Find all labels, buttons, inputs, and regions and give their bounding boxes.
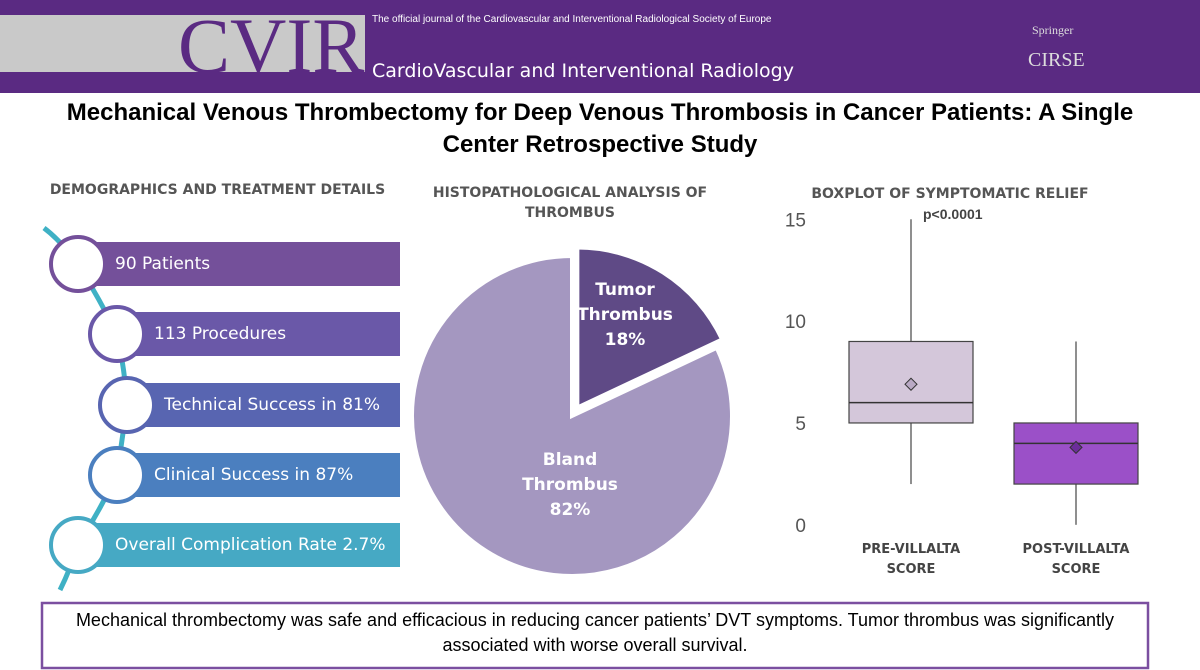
pie-label: Tumor Thrombus 18% <box>570 278 680 353</box>
section-title: HISTOPATHOLOGICAL ANALYSIS OF THROMBUS <box>432 185 708 221</box>
mean-marker <box>1069 440 1083 455</box>
society: CIRSE <box>1028 49 1085 71</box>
item-bar <box>127 383 400 427</box>
section-title: DEMOGRAPHICS AND TREATMENT DETAILS <box>49 182 386 198</box>
journal-name: CardioVascular and Interventional Radiol… <box>372 60 794 82</box>
y-tick-label: 15 <box>785 210 806 231</box>
y-tick-label: 5 <box>795 414 806 435</box>
item-bar <box>117 312 400 356</box>
pie-value-label: 18% <box>604 330 646 350</box>
conclusion-box <box>40 601 1150 670</box>
item-bar <box>117 453 400 497</box>
item-label: 113 Procedures <box>154 324 287 344</box>
demographics-shapes <box>49 235 400 574</box>
item-label: Clinical Success in 87% <box>154 465 354 485</box>
pie-slice <box>575 245 725 411</box>
pie-label: Bland Thrombus 82% <box>515 448 625 523</box>
header-band <box>0 15 365 72</box>
pie-category: Bland Thrombus <box>522 450 618 495</box>
pie-category: Tumor Thrombus <box>577 280 673 325</box>
conclusion: Mechanical thrombectomy was safe and eff… <box>75 610 1115 655</box>
item-circle <box>49 235 107 293</box>
section-title: BOXPLOT OF SYMPTOMATIC RELIEF <box>811 186 1089 202</box>
x-tick-label: PRE-VILLALTA SCORE <box>861 542 961 577</box>
item-circle <box>49 516 107 574</box>
publisher: Springer <box>1032 23 1073 37</box>
mean-marker <box>904 377 918 391</box>
item-label: Overall Complication Rate 2.7% <box>115 535 386 555</box>
annotation: p<0.0001 <box>923 206 983 222</box>
title: Mechanical Venous Thrombectomy for Deep … <box>66 99 1134 158</box>
charts: 0 5 10 15 <box>410 210 1139 578</box>
item-label: Technical Success in 81% <box>164 395 380 415</box>
item-label: 90 Patients <box>115 254 211 274</box>
y-tick-label: 10 <box>785 312 806 333</box>
item-circle <box>88 446 146 504</box>
item-circle <box>88 305 146 363</box>
tagline: The official journal of the Cardiovascul… <box>372 14 772 25</box>
x-tick-label: POST-VILLALTA SCORE <box>1022 542 1130 577</box>
item-circle <box>98 376 156 434</box>
item-bar <box>78 242 400 286</box>
y-tick-label: 0 <box>795 516 806 537</box>
pie-slice <box>410 253 734 578</box>
journal-abbr: CVIR <box>178 2 364 89</box>
pie-value-label: 82% <box>549 500 591 520</box>
item-bar <box>78 523 400 567</box>
